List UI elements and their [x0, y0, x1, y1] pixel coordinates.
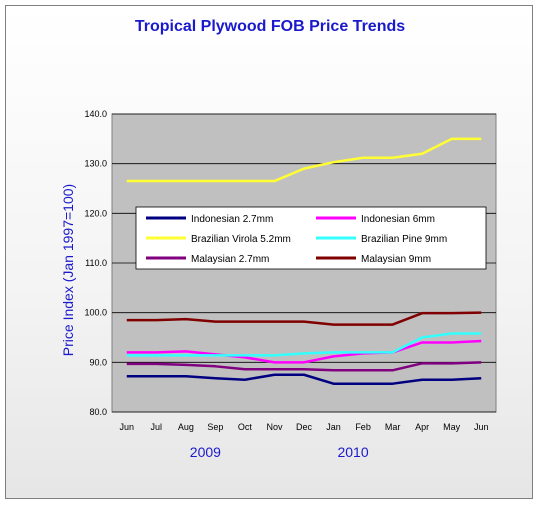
- y-tick-label: 80.0: [89, 407, 107, 417]
- x-tick-label: Oct: [238, 422, 253, 432]
- series-line: [126, 137, 482, 183]
- y-tick-label: 120.0: [84, 208, 107, 218]
- x-tick-label: Jun: [474, 422, 489, 432]
- year-labels: 2009 2010: [190, 444, 369, 460]
- x-tick-labels: Jun Jul Aug Sep Oct Nov Dec Jan Feb Mar Apr May Jun: [120, 422, 489, 432]
- series-line: [126, 339, 482, 364]
- legend-label: Indonesian 2.7mm: [191, 214, 273, 225]
- x-tick-label: Jan: [326, 422, 341, 432]
- x-tick-label: Mar: [385, 422, 401, 432]
- x-tick-label: Sep: [207, 422, 223, 432]
- legend-label: Malaysian 2.7mm: [191, 254, 269, 265]
- x-tick-label: Jun: [120, 422, 135, 432]
- series-line: [126, 332, 482, 357]
- year-label: 2010: [337, 444, 368, 460]
- series-line: [126, 361, 482, 372]
- y-tick-labels: 80.0 90.0 100.0 110.0 120.0 130.0 140.0: [84, 109, 107, 417]
- x-tick-label: Feb: [355, 422, 371, 432]
- legend-label: Malaysian 9mm: [361, 254, 431, 265]
- x-tick-label: Aug: [178, 422, 194, 432]
- legend-label: Brazilian Pine 9mm: [361, 234, 447, 245]
- legend: Indonesian 2.7mm Indonesian 6mm Brazilian …: [135, 206, 487, 270]
- legend-label: Indonesian 6mm: [361, 214, 435, 225]
- x-tick-label: Nov: [266, 422, 283, 432]
- y-tick-label: 140.0: [84, 109, 107, 119]
- chart-title: Tropical Plywood FOB Price Trends: [134, 18, 406, 35]
- legend-box: [135, 206, 487, 270]
- x-tick-label: Dec: [296, 422, 313, 432]
- year-label: 2009: [190, 444, 221, 460]
- y-tick-label: 130.0: [84, 159, 107, 169]
- x-tick-label: May: [443, 422, 461, 432]
- x-tick-label: Apr: [415, 422, 429, 432]
- series-line: [126, 311, 482, 326]
- y-tick-label: 110.0: [85, 258, 107, 268]
- series-lines: [126, 137, 482, 385]
- legend-label: Brazilian Virola 5.2mm: [191, 234, 291, 245]
- series-line: [126, 373, 482, 385]
- y-tick-label: 100.0: [84, 308, 107, 318]
- y-tick-label: 90.0: [89, 357, 107, 367]
- x-tick-label: Jul: [151, 422, 163, 432]
